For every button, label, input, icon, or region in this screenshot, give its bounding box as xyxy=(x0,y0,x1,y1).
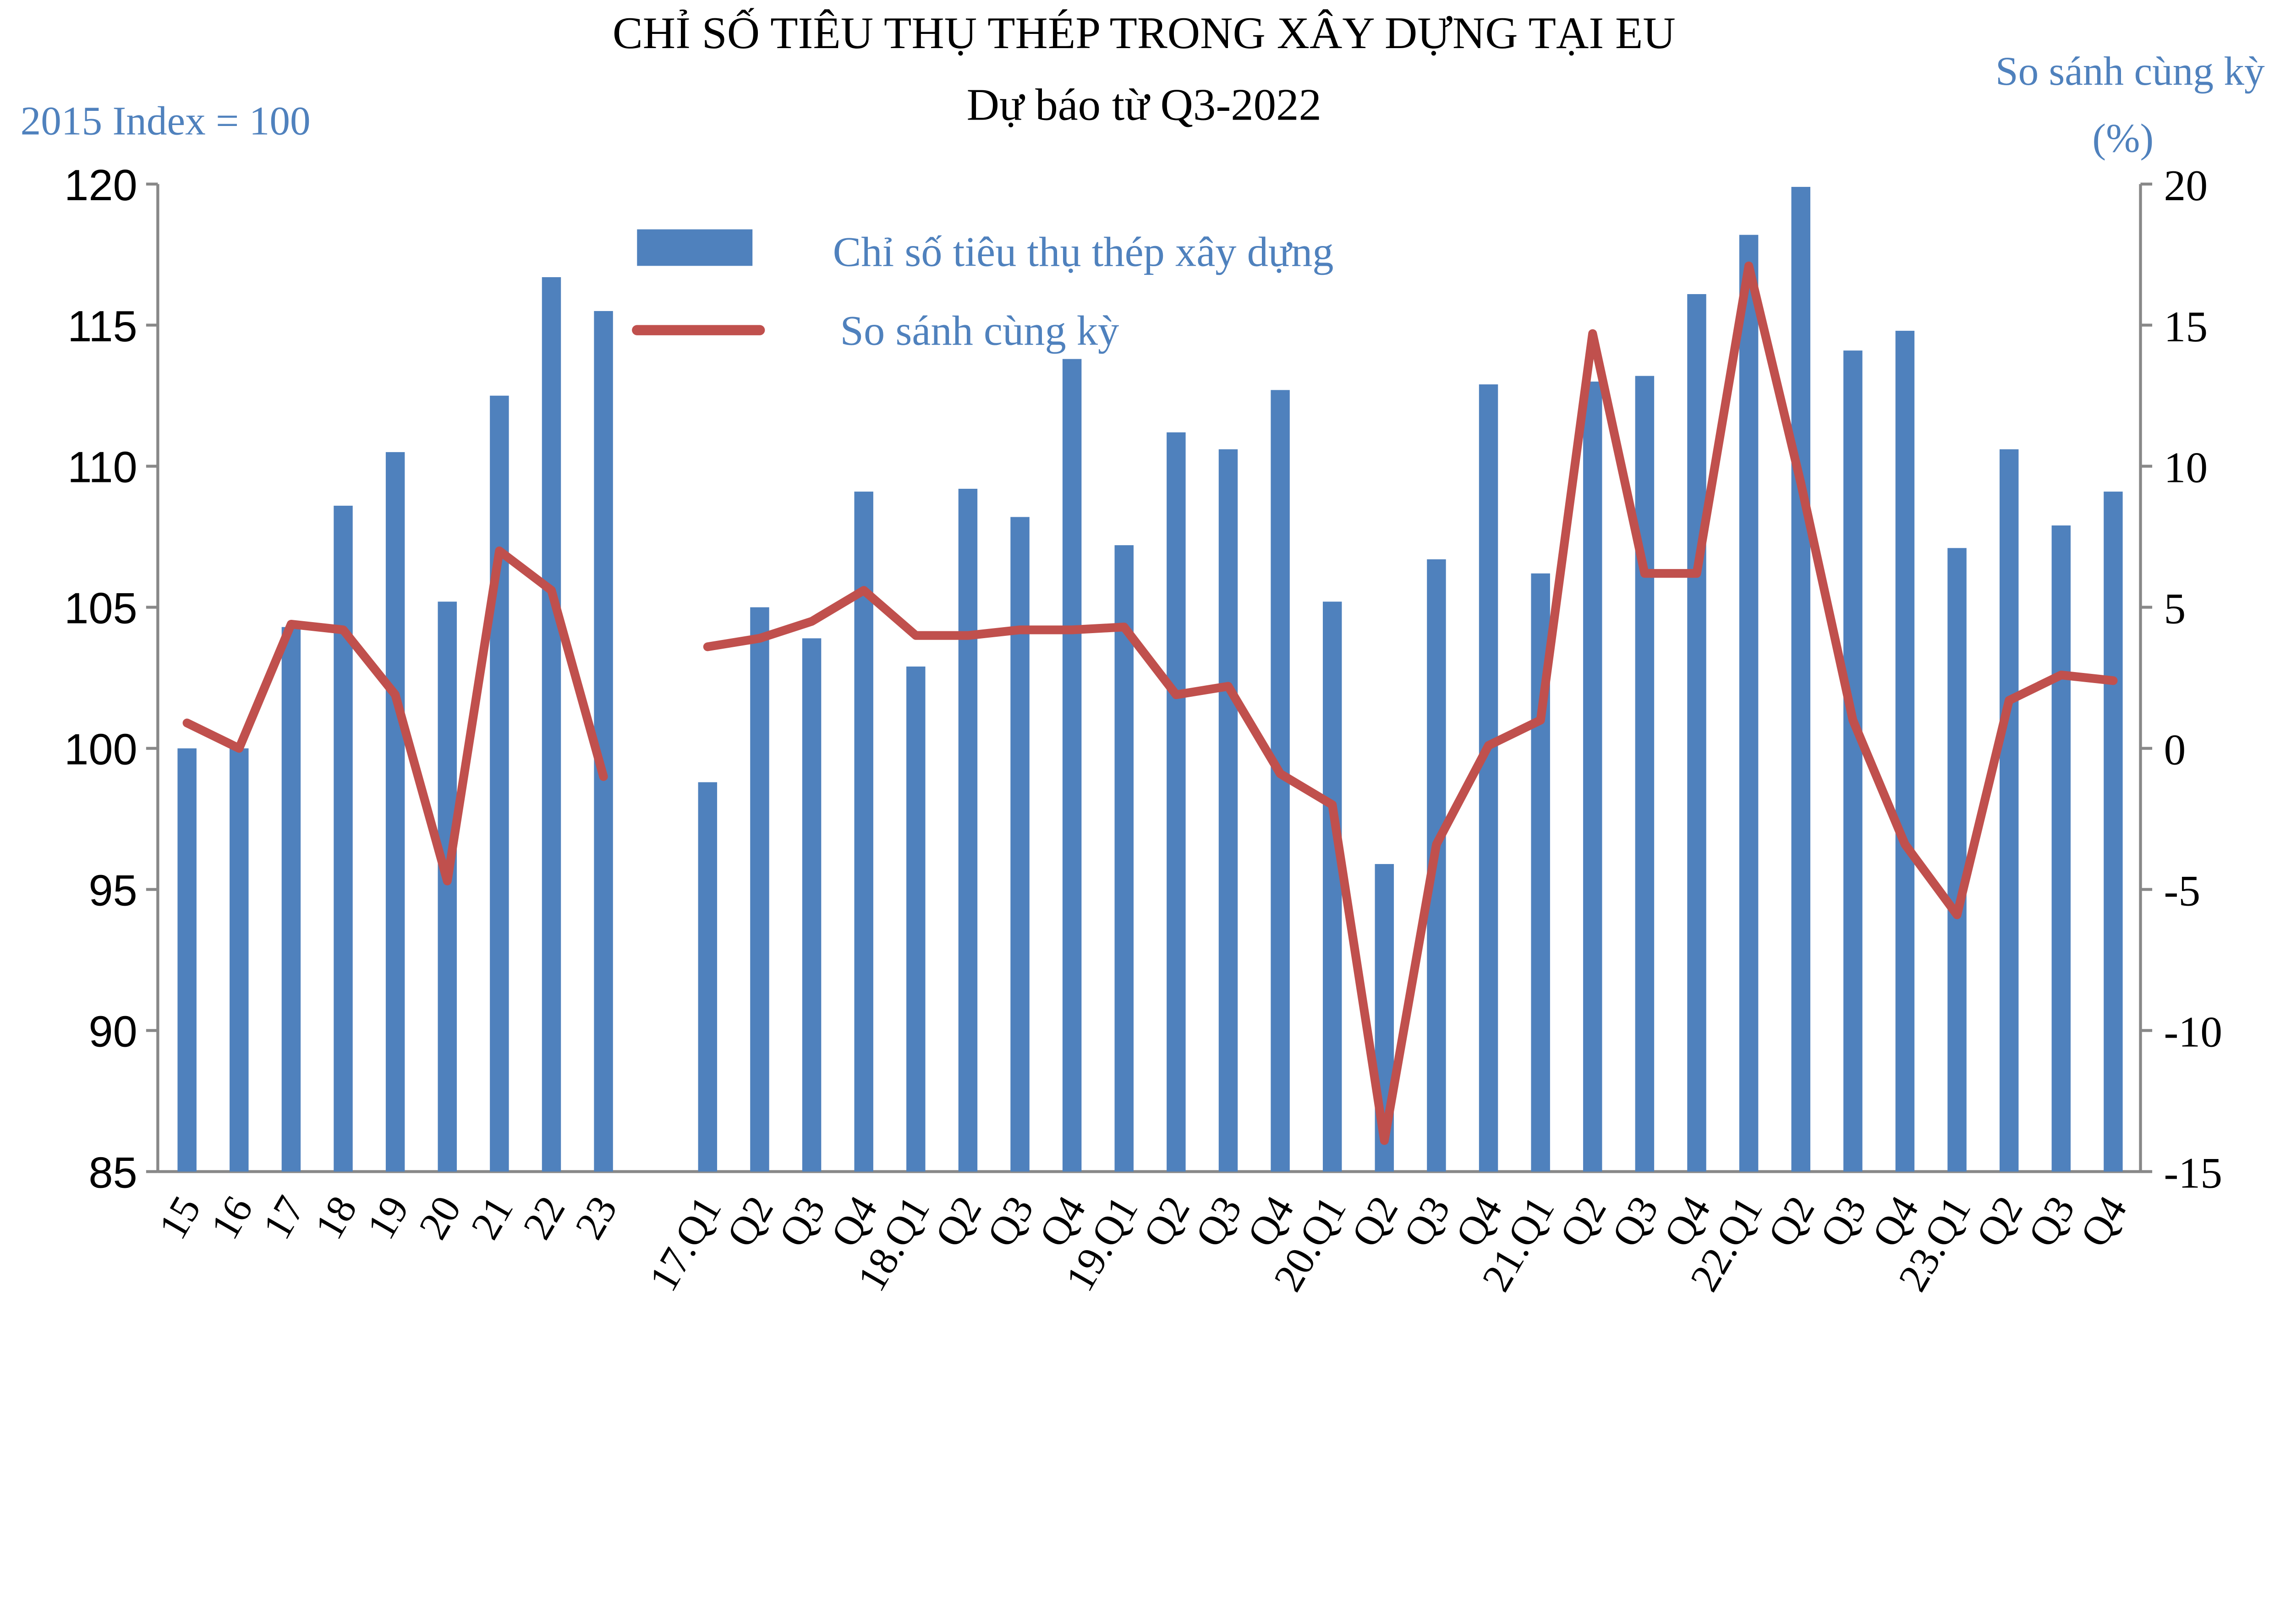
x-tick-label: Q2 xyxy=(926,1188,990,1254)
line-series xyxy=(182,261,2118,1145)
bar-series xyxy=(177,186,2123,1172)
line-point xyxy=(1384,1140,1385,1141)
line-point xyxy=(1488,745,1489,746)
legend-bar-swatch xyxy=(637,229,753,266)
line-point xyxy=(1540,720,1541,721)
line-point xyxy=(811,621,812,622)
yoy-line xyxy=(703,261,2118,1145)
bar xyxy=(854,492,873,1172)
bar xyxy=(1062,359,1082,1172)
right-tick-label: 0 xyxy=(2164,726,2186,774)
x-tick-label: Q3 xyxy=(1395,1188,1459,1254)
legend: Chỉ số tiêu thụ thép xây dựng So sánh cù… xyxy=(632,229,1334,355)
x-tick-label: Q2 xyxy=(1135,1188,1199,1254)
bar xyxy=(1687,294,1706,1172)
x-tick-label: Q2 xyxy=(1759,1188,1823,1254)
bar xyxy=(1010,517,1030,1172)
bar xyxy=(1583,381,1602,1172)
x-tick-label: 18 xyxy=(306,1188,366,1247)
left-tick-label: 95 xyxy=(88,866,137,915)
bar xyxy=(1218,449,1238,1172)
right-tick-label: 20 xyxy=(2164,161,2208,210)
bar xyxy=(230,748,249,1172)
line-point xyxy=(603,776,604,777)
x-tick-label: Q2 xyxy=(1343,1188,1407,1254)
chart-title: CHỈ SỐ TIÊU THỤ THÉP TRONG XÂY DỰNG TẠI … xyxy=(613,7,1676,58)
x-tick-label: 22 xyxy=(514,1188,574,1247)
x-tick-label: 15 xyxy=(150,1188,209,1247)
bar xyxy=(542,277,561,1172)
line-point xyxy=(551,590,552,591)
bar xyxy=(1791,186,1810,1172)
bar xyxy=(438,601,457,1172)
x-tick-label: Q3 xyxy=(1603,1188,1667,1254)
right-axis-label-line1: So sánh cùng kỳ xyxy=(1995,49,2265,94)
bar xyxy=(906,666,926,1172)
x-tick-label: 17.Q1 xyxy=(640,1188,730,1299)
bar xyxy=(281,627,301,1172)
chart-subtitle: Dự báo từ Q3-2022 xyxy=(967,80,1321,130)
x-tick-label: Q2 xyxy=(718,1188,782,1254)
x-tick-label: 16 xyxy=(202,1188,262,1247)
right-tick-label: -15 xyxy=(2164,1148,2223,1197)
x-tick-label: 19 xyxy=(358,1188,417,1247)
legend-bar-label: Chỉ số tiêu thụ thép xây dựng xyxy=(833,229,1334,275)
bar xyxy=(802,638,822,1172)
bar xyxy=(1322,601,1342,1172)
bar xyxy=(698,782,718,1172)
bar xyxy=(334,505,353,1172)
bar xyxy=(1999,449,2019,1172)
bar xyxy=(490,395,509,1172)
right-axis-label-line2: (%) xyxy=(2092,116,2154,161)
x-tick-label: Q3 xyxy=(770,1188,834,1254)
bar xyxy=(1947,548,1967,1172)
left-tick-label: 105 xyxy=(64,584,137,633)
left-tick-label: 90 xyxy=(88,1007,137,1056)
bar xyxy=(1167,432,1186,1172)
left-tick-label: 100 xyxy=(64,725,137,774)
line-point xyxy=(2113,680,2114,681)
x-tick-label: Q4 xyxy=(2072,1188,2136,1254)
x-tick-label: 21 xyxy=(462,1188,522,1247)
bar xyxy=(958,488,978,1172)
x-tick-label: Q3 xyxy=(2019,1188,2083,1254)
bar xyxy=(1895,331,1915,1172)
x-tick-label: 20 xyxy=(410,1188,470,1247)
bar xyxy=(750,607,769,1172)
bar xyxy=(177,748,197,1172)
x-tick-label: 23 xyxy=(566,1188,626,1247)
legend-line-label: So sánh cùng kỳ xyxy=(840,308,1119,355)
right-tick-label: 10 xyxy=(2164,443,2208,492)
x-tick-label: 17 xyxy=(254,1188,313,1247)
bar xyxy=(1635,376,1655,1172)
right-tick-label: 15 xyxy=(2164,302,2208,351)
bar xyxy=(2051,525,2071,1172)
right-tick-label: -10 xyxy=(2164,1008,2223,1056)
bar xyxy=(1479,384,1498,1172)
right-tick-label: 5 xyxy=(2164,585,2186,633)
left-tick-label: 85 xyxy=(88,1148,137,1197)
line-point xyxy=(1176,694,1177,695)
steel-consumption-chart: CHỈ SỐ TIÊU THỤ THÉP TRONG XÂY DỰNG TẠI … xyxy=(21,7,2265,1299)
bar xyxy=(385,452,405,1172)
left-tick-label: 110 xyxy=(67,443,137,492)
left-tick-label: 120 xyxy=(64,161,137,210)
x-tick-label: Q3 xyxy=(1186,1188,1250,1254)
line-point xyxy=(1644,573,1645,574)
line-point xyxy=(915,635,916,636)
x-tick-label: Q3 xyxy=(978,1188,1042,1254)
bar xyxy=(1739,235,1759,1172)
x-tick-label: Q2 xyxy=(1968,1188,2032,1254)
x-tick-label: Q2 xyxy=(1551,1188,1615,1254)
bar xyxy=(2104,492,2123,1172)
bar xyxy=(1114,545,1134,1172)
left-axis-label: 2015 Index = 100 xyxy=(21,98,311,143)
x-tick-label: Q3 xyxy=(1811,1188,1875,1254)
line-point xyxy=(1436,844,1437,845)
bar xyxy=(1843,350,1863,1172)
right-tick-label: -5 xyxy=(2164,867,2201,915)
left-tick-label: 115 xyxy=(67,302,137,351)
